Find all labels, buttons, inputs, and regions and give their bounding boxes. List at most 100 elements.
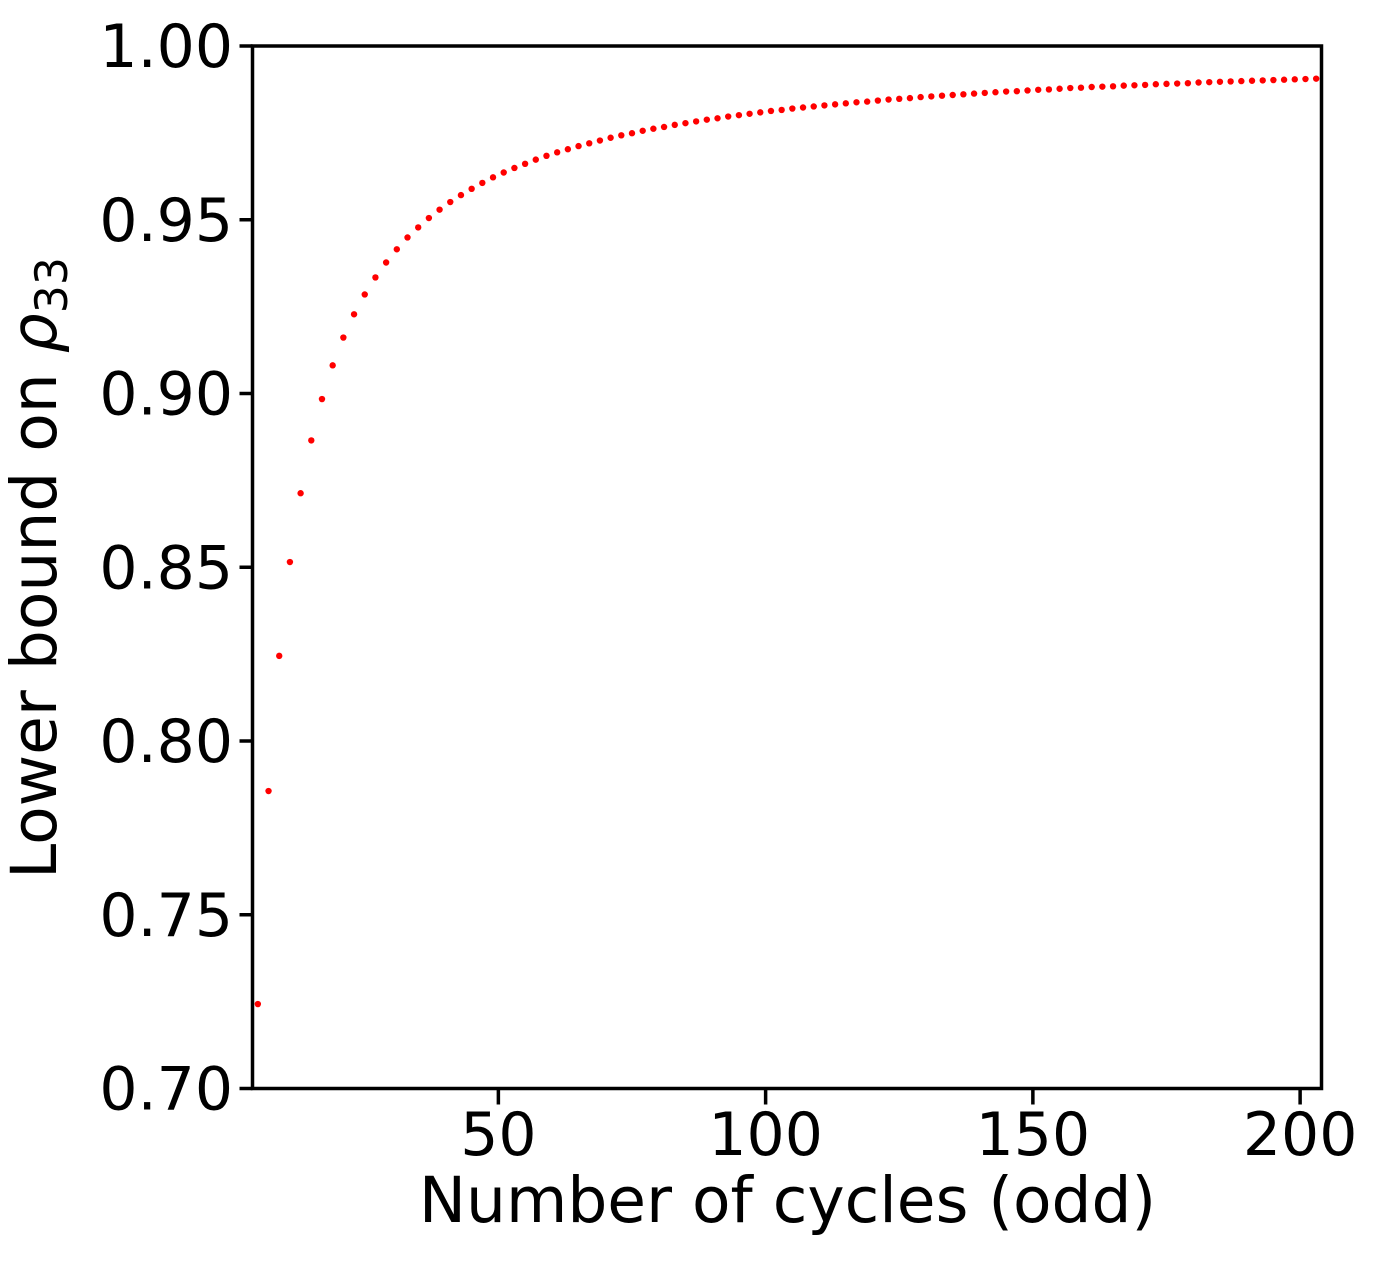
data-point xyxy=(821,102,828,109)
data-point xyxy=(970,90,978,97)
data-point xyxy=(414,224,422,231)
data-point xyxy=(874,97,882,104)
data-point xyxy=(564,146,572,153)
data-point xyxy=(382,259,390,266)
data-point xyxy=(489,174,497,181)
data-point xyxy=(746,110,753,117)
x-tick-label: 200 xyxy=(1243,1100,1358,1170)
data-point xyxy=(596,137,604,144)
data-point xyxy=(500,169,507,176)
data-point xyxy=(1131,82,1138,89)
data-point xyxy=(468,185,475,193)
x-tick-label: 50 xyxy=(460,1100,536,1170)
data-point xyxy=(938,92,946,99)
data-point xyxy=(521,160,529,168)
data-point xyxy=(372,274,379,281)
data-point xyxy=(297,490,304,497)
y-tick-label: 0.85 xyxy=(99,533,233,603)
y-axis-label: Lower bound on ρ33 xyxy=(0,18,94,1118)
data-point xyxy=(789,105,796,112)
data-point xyxy=(1302,75,1309,83)
data-point xyxy=(543,152,550,160)
data-point xyxy=(308,437,315,444)
scatter-series xyxy=(254,75,1320,1008)
data-point xyxy=(1173,80,1181,87)
data-point xyxy=(1312,75,1320,82)
data-point xyxy=(949,91,956,99)
y-tick-label: 0.75 xyxy=(99,881,233,951)
data-point xyxy=(981,89,988,97)
data-point xyxy=(1280,76,1288,83)
data-point xyxy=(329,362,336,369)
data-point xyxy=(799,104,807,111)
data-point xyxy=(340,334,347,341)
data-point xyxy=(1077,84,1085,91)
data-point xyxy=(350,311,358,318)
x-tick-label: 100 xyxy=(708,1100,823,1170)
data-point xyxy=(917,93,924,101)
data-point xyxy=(1002,88,1010,95)
data-point xyxy=(607,134,614,141)
data-point xyxy=(393,246,401,253)
rho-subscript: 33 xyxy=(27,257,79,314)
data-point xyxy=(703,116,711,123)
data-point xyxy=(276,652,283,660)
data-point xyxy=(265,787,272,795)
x-axis-label-text: Number of cycles (odd) xyxy=(418,1164,1157,1237)
y-tick-label: 0.80 xyxy=(99,707,233,777)
data-point xyxy=(810,103,817,110)
rho-symbol: ρ xyxy=(0,313,71,354)
data-point xyxy=(286,558,294,566)
data-point xyxy=(639,127,646,134)
data-point xyxy=(1099,83,1106,90)
data-point xyxy=(1024,87,1031,94)
data-point xyxy=(586,140,593,147)
data-point xyxy=(735,111,743,119)
data-point xyxy=(1056,85,1063,92)
plot-border xyxy=(250,44,1324,1091)
y-tick-label: 0.95 xyxy=(99,186,233,256)
data-point xyxy=(1206,78,1213,86)
data-point xyxy=(361,291,368,298)
data-point xyxy=(714,115,721,122)
data-point xyxy=(479,179,486,187)
data-point xyxy=(1067,84,1074,92)
data-point xyxy=(1216,78,1224,85)
data-point xyxy=(1013,87,1021,95)
x-axis-ticks: 50 100 150 200 xyxy=(460,1088,1358,1170)
data-point xyxy=(1248,77,1256,84)
x-axis-label: Number of cycles (odd) xyxy=(253,1166,1322,1235)
data-point xyxy=(404,234,411,241)
data-point xyxy=(575,142,582,150)
data-point xyxy=(692,118,700,125)
y-tick-label: 1.00 xyxy=(99,12,233,82)
data-point xyxy=(1238,77,1245,85)
data-point xyxy=(1109,83,1117,90)
data-point xyxy=(863,98,871,105)
data-point xyxy=(660,123,668,131)
data-point xyxy=(1120,82,1127,89)
y-axis-label-text: Lower bound on xyxy=(0,353,71,879)
data-point xyxy=(1259,77,1266,84)
x-tick-label: 150 xyxy=(976,1100,1091,1170)
data-point xyxy=(682,119,689,127)
data-point xyxy=(618,132,625,139)
y-tick-label: 0.90 xyxy=(99,360,233,430)
data-point xyxy=(318,395,326,403)
data-point xyxy=(1163,80,1170,88)
data-point xyxy=(896,95,903,103)
data-point xyxy=(1195,79,1202,86)
data-point xyxy=(1270,76,1277,84)
data-point xyxy=(436,206,443,213)
y-tick-label: 0.70 xyxy=(99,1055,233,1125)
data-point xyxy=(671,121,678,129)
data-point xyxy=(425,214,433,222)
data-point xyxy=(853,99,860,106)
data-point xyxy=(457,191,465,199)
data-point xyxy=(650,125,657,132)
data-point xyxy=(767,107,775,115)
data-point xyxy=(532,156,539,163)
data-point xyxy=(1291,76,1298,83)
data-point xyxy=(628,130,636,137)
